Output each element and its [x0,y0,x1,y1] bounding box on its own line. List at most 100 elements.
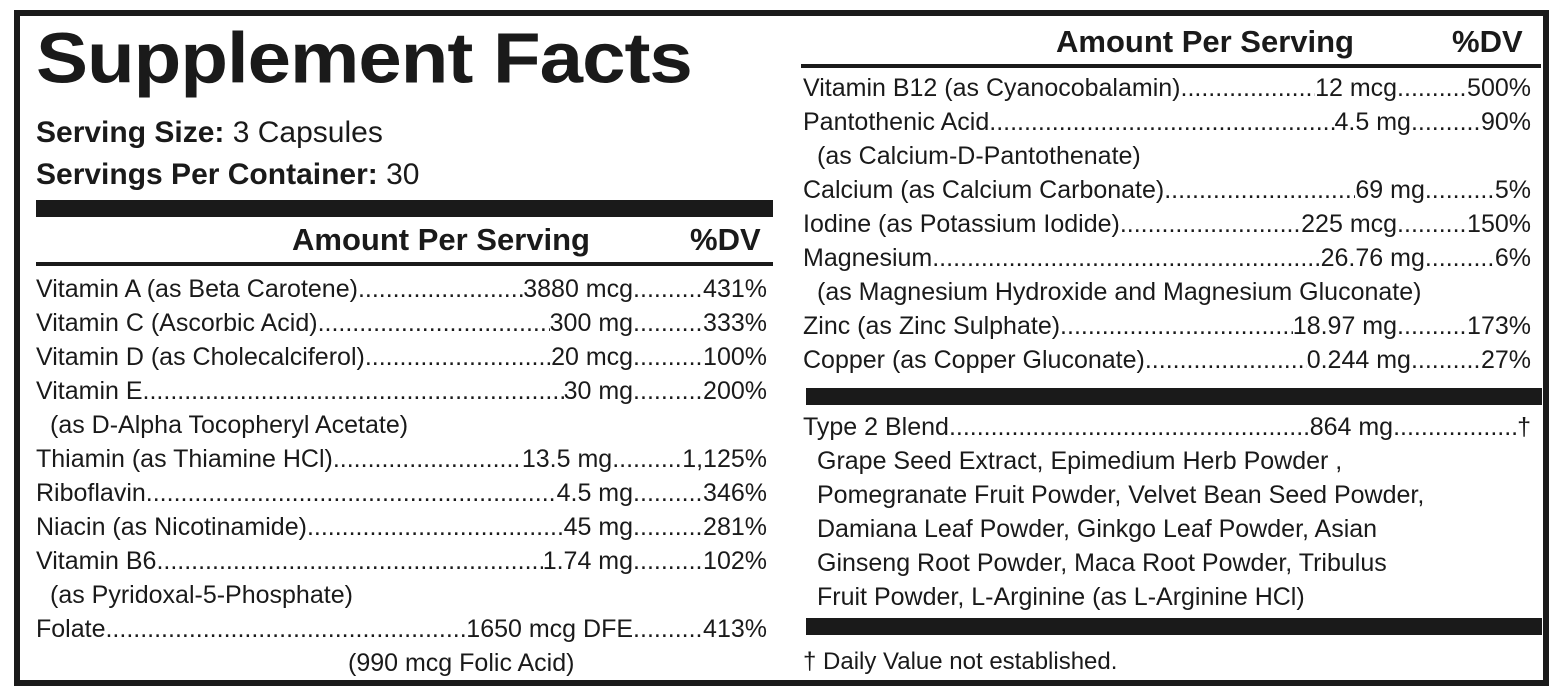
nutrient-amount: 26.76 mg [1320,244,1425,272]
dot-leader [633,510,703,544]
nutrient-amount: 45 mg [563,513,634,541]
nutrient-name: Vitamin B12 (as Cyanocobalamin) [803,74,1181,102]
nutrient-source: (as Calcium-D-Pantothenate) [817,142,1141,170]
nutrient-row: Iodine (as Potassium Iodide) 225 mcg 150% [803,207,1531,241]
nutrient-dv: 413% [703,615,767,643]
nutrient-row: Thiamin (as Thiamine HCl) 13.5 mg 1,125% [36,442,767,476]
nutrient-name: Magnesium [803,244,933,272]
nutrient-name: Iodine (as Potassium Iodide) [803,210,1120,238]
dot-leader [318,306,550,340]
nutrient-row: Folate 1650 mcg DFE 413% [36,612,767,646]
nutrient-dv: 27% [1480,346,1531,374]
dot-leader [1411,343,1481,377]
nutrient-amount: 12 mcg [1315,74,1398,102]
dot-leader [333,442,522,476]
nutrient-name: Thiamin (as Thiamine HCl) [36,445,333,473]
nutrient-name: Niacin (as Nicotinamide) [36,513,307,541]
nutrient-row: Vitamin A (as Beta Carotene) 3880 mcg 431% [36,272,767,306]
dot-leader [1164,173,1355,207]
nutrient-name: Vitamin A (as Beta Carotene) [36,275,358,303]
nutrient-row: Copper (as Copper Gluconate) 0.244 mg 27% [803,343,1531,377]
nutrient-dv: 333% [703,309,767,337]
nutrient-dv: 90% [1480,108,1531,136]
nutrient-source: (as Pyridoxal-5-Phosphate) [50,581,353,609]
nutrient-amount: 4.5 mg [556,479,634,507]
nutrient-dv: 281% [703,513,767,541]
nutrient-dv: 173% [1467,312,1531,340]
dot-leader [932,241,1320,275]
blend-ingredients-line: Grape Seed Extract, Epimedium Herb Powde… [817,447,1343,475]
dot-leader [1425,241,1495,275]
serving-size-label: Serving Size: [36,116,225,149]
dot-leader [633,544,703,578]
nutrient-amount: 0.244 mg [1306,346,1411,374]
nutrient-name: Riboflavin [36,479,146,507]
nutrient-row: Vitamin B12 (as Cyanocobalamin) 12 mcg 500… [803,71,1531,105]
nutrient-amount: 4.5 mg [1334,108,1411,136]
nutrient-dv: 5% [1494,176,1531,204]
dot-leader [633,306,703,340]
nutrient-amount: 18.97 mg [1292,312,1398,340]
nutrient-source: (as Magnesium Hydroxide and Magnesium Gl… [817,278,1422,306]
nutrient-row: Vitamin B6 1.74 mg 102% [36,544,767,578]
nutrient-dv: 200% [703,377,767,405]
blend-ingredients-line: Damiana Leaf Powder, Ginkgo Leaf Powder,… [817,515,1378,543]
servings-per-container: Servings Per Container: 30 [36,160,419,190]
nutrient-name: Vitamin D (as Cholecalciferol) [36,343,365,371]
nutrient-amount: 225 mcg [1301,210,1398,238]
blend-row: Type 2 Blend 864 mg † [803,410,1531,444]
dot-leader [633,374,703,408]
nutrient-amount: 1650 mcg DFE [466,615,634,643]
nutrient-amount: 1.74 mg [542,547,634,575]
nutrient-amount: 3880 mcg [523,275,634,303]
nutrient-amount: 30 mg [563,377,634,405]
nutrient-dv: 6% [1494,244,1531,272]
dot-leader [358,272,523,306]
nutrient-row: Niacin (as Nicotinamide) 45 mg 281% [36,510,767,544]
dot-leader [146,476,557,510]
nutrient-source: (990 mcg Folic Acid) [348,649,575,677]
dot-leader [989,105,1334,139]
blend-name: Type 2 Blend [803,413,949,441]
dot-leader [1397,309,1467,343]
nutrient-amount: 300 mg [549,309,634,337]
dot-leader [1145,343,1307,377]
servings-per-container-label: Servings Per Container: [36,158,378,191]
nutrient-name: Zinc (as Zinc Sulphate) [803,312,1061,340]
blend-amount: 864 mg [1309,413,1394,441]
nutrient-dv: 1,125% [682,445,767,473]
dot-leader [949,410,1310,444]
nutrient-name: Vitamin E [36,377,143,405]
panel-title: Supplement Facts [36,17,693,99]
dot-leader [633,476,703,510]
nutrient-dv: 500% [1467,74,1531,102]
dot-leader [1411,105,1481,139]
nutrient-dv: 150% [1467,210,1531,238]
dot-leader [365,340,551,374]
header-rule [36,262,773,266]
dot-leader [633,612,703,646]
dot-leader [633,340,703,374]
nutrient-row: Calcium (as Calcium Carbonate) 69 mg 5% [803,173,1531,207]
thick-divider-right [806,388,1542,405]
nutrient-dv: 431% [703,275,767,303]
nutrient-amount: 69 mg [1355,176,1425,204]
dot-leader [1425,173,1495,207]
dot-leader [633,272,703,306]
dot-leader [1397,207,1467,241]
nutrient-row: Vitamin D (as Cholecalciferol) 20 mcg 100% [36,340,767,374]
header-rule-right [801,64,1541,68]
nutrient-row: Pantothenic Acid 4.5 mg 90% [803,105,1531,139]
dv-header: %DV [690,222,761,257]
dot-leader [612,442,682,476]
nutrient-row: Magnesium 26.76 mg 6% [803,241,1531,275]
dv-header-right: %DV [1452,24,1523,59]
thick-divider [36,200,773,217]
nutrient-name: Folate [36,615,106,643]
blend-ingredients-line: Ginseng Root Powder, Maca Root Powder, T… [817,549,1387,577]
nutrient-dv: 100% [703,343,767,371]
dot-leader [1060,309,1293,343]
nutrient-dv: 102% [703,547,767,575]
serving-size: Serving Size: 3 Capsules [36,118,383,148]
nutrient-row: Vitamin C (Ascorbic Acid) 300 mg 333% [36,306,767,340]
